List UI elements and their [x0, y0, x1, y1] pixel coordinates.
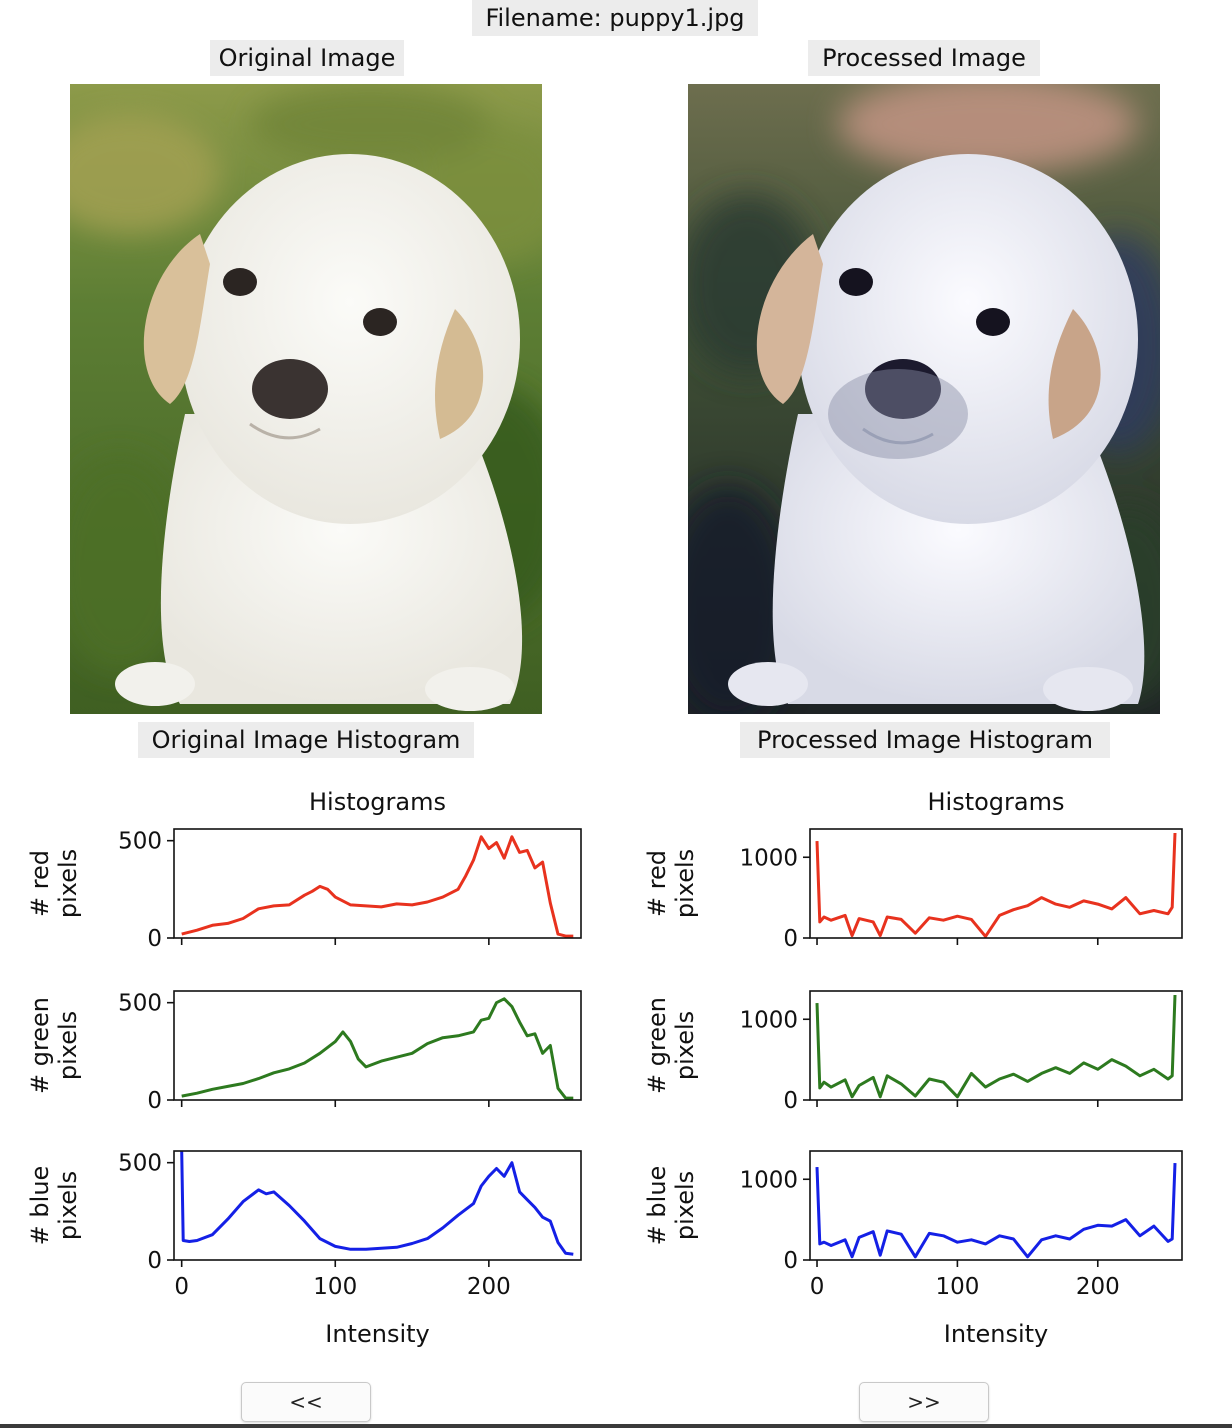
processed-image	[688, 84, 1160, 714]
original-xtick-label: 200	[467, 1274, 511, 1300]
processed-blue-panel: 0 1000 0 100 200 # blue pixels	[643, 1150, 1183, 1300]
original-blue-panel-series-line	[180, 1150, 574, 1256]
processed-green-panel-ytick-label: 1000	[739, 1007, 798, 1033]
processed-xtick-label: 0	[810, 1274, 825, 1300]
original-red-panel-ytick-label: 500	[118, 829, 162, 855]
original-green-panel-ytick-label: 0	[147, 1088, 162, 1114]
processed-histogram-title: Processed Image Histogram	[740, 722, 1110, 758]
original-red-panel-frame	[173, 828, 582, 939]
original-blue-panel: 0 500 0 100 200 # blue pixels	[26, 1150, 582, 1300]
original-blue-panel-ytick-label: 0	[147, 1248, 162, 1274]
original-green-panel-ylabel: # green	[26, 997, 54, 1094]
original-blue-panel-ytick-label: 500	[118, 1151, 162, 1177]
puppy-photo-processed-icon	[688, 84, 1160, 714]
original-red-panel-ytick-label: 0	[147, 926, 162, 952]
original-green-panel-ytick-label: 500	[118, 991, 162, 1017]
original-blue-panel-ylabel-units: pixels	[54, 1171, 82, 1240]
original-blue-panel-ylabel: # blue	[26, 1166, 54, 1246]
processed-green-panel-ylabel-units: pixels	[671, 1011, 699, 1080]
processed-green-panel-frame	[809, 990, 1183, 1101]
original-red-panel: 0 500 # red pixels	[26, 828, 582, 952]
puppy-photo-icon	[70, 84, 542, 714]
next-image-button[interactable]: >>	[859, 1382, 989, 1422]
processed-green-panel-ytick-label: 0	[783, 1088, 798, 1114]
previous-image-button[interactable]: <<	[241, 1382, 371, 1422]
processed-xlabel: Intensity	[944, 1320, 1048, 1348]
original-xlabel: Intensity	[325, 1320, 429, 1348]
processed-blue-panel-series-line	[815, 1163, 1177, 1259]
processed-blue-panel-ylabel-units: pixels	[671, 1171, 699, 1240]
original-green-panel-frame	[173, 990, 582, 1101]
original-green-panel: 0 500 # green pixels	[26, 990, 582, 1114]
processed-chart-title: Histograms	[927, 788, 1064, 816]
processed-red-panel-ytick-label: 0	[783, 926, 798, 952]
original-green-panel-ylabel-units: pixels	[54, 1011, 82, 1080]
processed-xtick-label: 100	[935, 1274, 979, 1300]
original-histogram-title: Original Image Histogram	[138, 722, 474, 758]
filename-label: Filename: puppy1.jpg	[472, 0, 758, 36]
original-red-panel-ylabel: # red	[26, 850, 54, 917]
processed-red-panel-ylabel-units: pixels	[671, 849, 699, 918]
original-red-panel-ylabel-units: pixels	[54, 849, 82, 918]
processed-xtick-label: 200	[1076, 1274, 1120, 1300]
original-xtick-label: 100	[313, 1274, 357, 1300]
processed-green-panel: 0 1000 # green pixels	[643, 990, 1183, 1114]
processed-blue-panel-ytick-label: 0	[783, 1248, 798, 1274]
processed-red-panel-frame	[809, 828, 1183, 939]
processed-red-panel-ylabel: # red	[643, 850, 671, 917]
processed-green-panel-series-line	[815, 994, 1177, 1099]
original-image-title: Original Image	[210, 40, 404, 76]
processed-blue-panel-ylabel: # blue	[643, 1166, 671, 1246]
original-image	[70, 84, 542, 714]
original-red-panel-series-line	[181, 835, 574, 938]
processed-red-panel-ytick-label: 1000	[739, 845, 798, 871]
window-bottom-edge	[0, 1424, 1232, 1428]
original-xtick-label: 0	[174, 1274, 189, 1300]
processed-red-panel: 0 1000 # red pixels	[643, 828, 1183, 952]
original-blue-panel-frame	[173, 1150, 582, 1261]
processed-blue-panel-frame	[809, 1150, 1183, 1261]
original-green-panel-series-line	[181, 997, 574, 1100]
processed-red-panel-series-line	[815, 832, 1177, 938]
processed-image-title: Processed Image	[808, 40, 1040, 76]
processed-green-panel-ylabel: # green	[643, 997, 671, 1094]
processed-blue-panel-ytick-label: 1000	[739, 1167, 798, 1193]
original-chart-title: Histograms	[309, 788, 446, 816]
